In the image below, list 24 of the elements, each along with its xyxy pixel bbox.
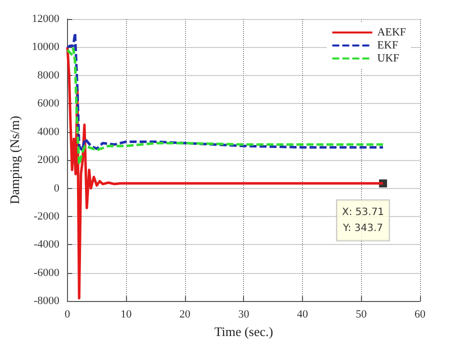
x-tick-label: 40 [296,308,308,321]
y-tick-label: 12000 [32,13,60,25]
x-tick-label: 10 [120,308,132,321]
y-tick-label: 8000 [37,69,60,82]
legend-label: EKF [377,40,398,52]
legend-label: UKF [377,52,400,64]
y-tick-label: 6000 [37,98,60,110]
y-tick-label: 2000 [37,154,60,166]
y-tick-label: -4000 [34,238,60,251]
y-tick-label: 10000 [32,41,60,54]
x-tick-label: 60 [414,308,426,321]
legend-label: AEKF [377,26,406,38]
x-tick-label: 0 [64,308,71,321]
y-tick-label: -8000 [34,295,60,308]
y-tick-label: -2000 [34,210,60,222]
x-tick-label: 30 [238,308,250,321]
x-tick-label: 20 [179,308,191,321]
x-tick-label: 50 [356,308,368,321]
x-axis-title: Time (sec.) [214,324,274,339]
y-axis-title: Damping (Ns/m) [7,116,22,204]
annotation: X: 53.71 Y: 343.7 [342,206,384,234]
y-tick-label: 0 [54,182,60,194]
y-tick-label: -6000 [34,266,60,279]
y-tick-label: 4000 [37,126,60,138]
